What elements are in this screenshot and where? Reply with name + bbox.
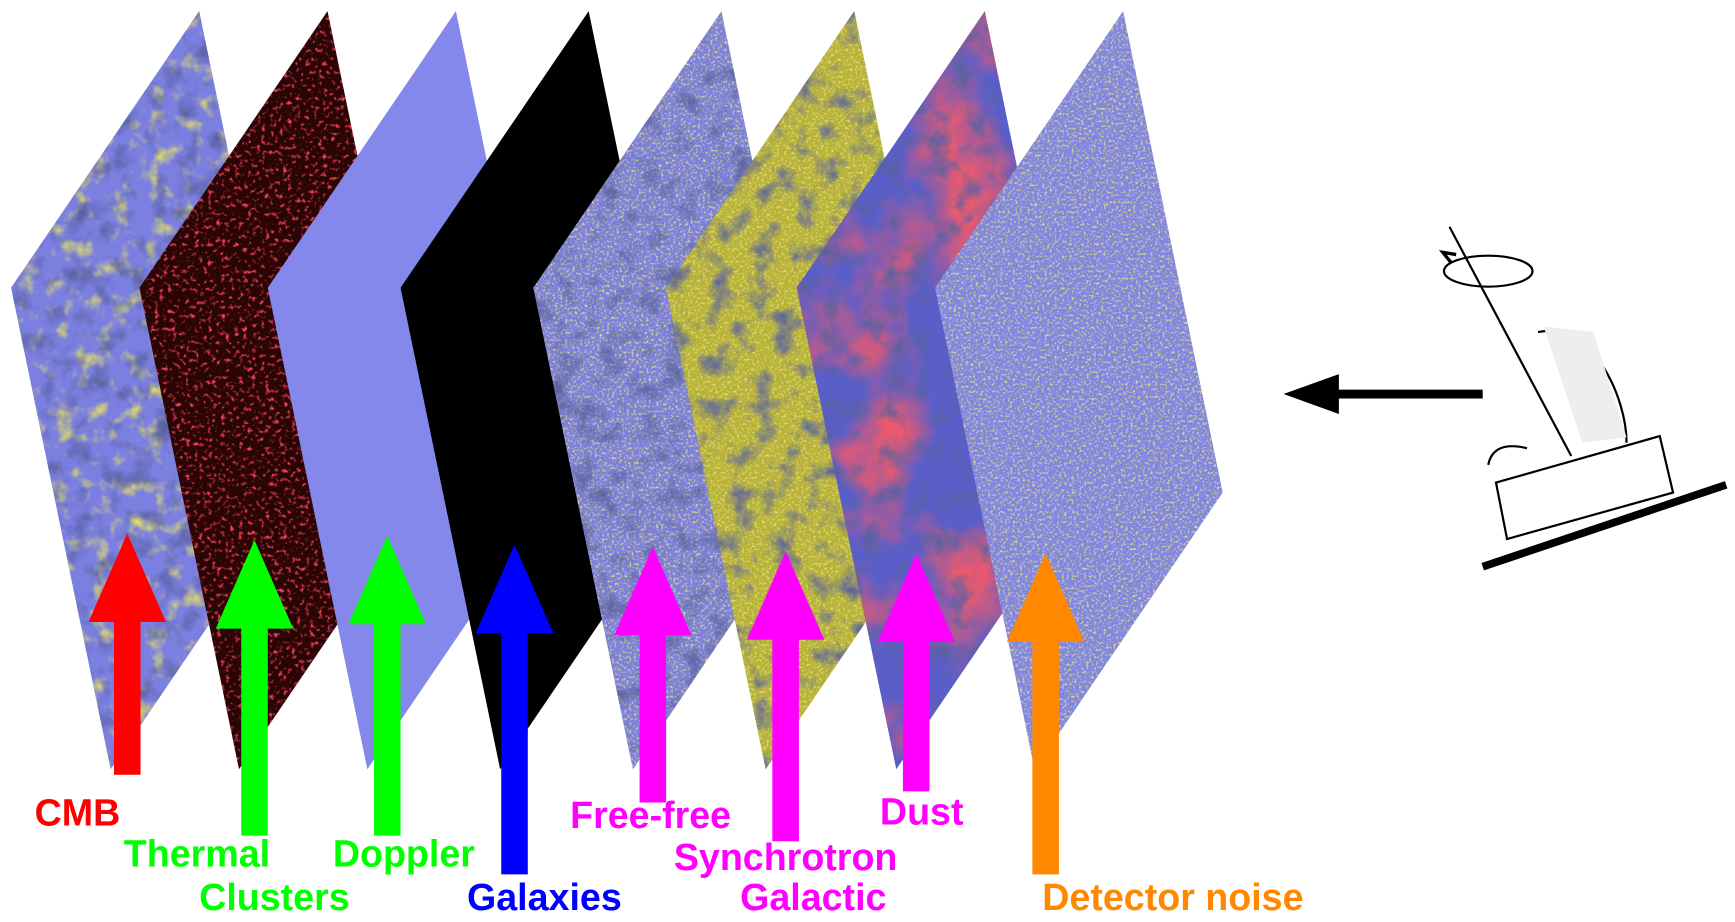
telescope-base <box>1496 436 1673 539</box>
component-label: Detector noise <box>1042 876 1303 918</box>
component-label: Dust <box>880 791 964 833</box>
component-label: Clusters <box>199 876 349 918</box>
component-label: Galactic <box>740 876 886 918</box>
component-label: Synchrotron <box>674 836 898 878</box>
beam-arrow-head <box>1284 374 1339 414</box>
support <box>1488 446 1527 465</box>
component-label: Free-free <box>570 794 731 836</box>
component-label: CMB <box>35 792 121 834</box>
diagram: CMBThermalClustersDopplerGalaxies Free-fr… <box>0 0 1735 922</box>
component-label: Galaxies <box>467 876 622 918</box>
component-label: Doppler <box>333 833 475 875</box>
telescope <box>1284 227 1727 567</box>
page: CMBThermalClustersDopplerGalaxies Free-fr… <box>0 0 1735 922</box>
rotation-ring <box>1444 256 1533 287</box>
ground <box>1483 485 1726 567</box>
component-label: Thermal <box>124 833 270 875</box>
